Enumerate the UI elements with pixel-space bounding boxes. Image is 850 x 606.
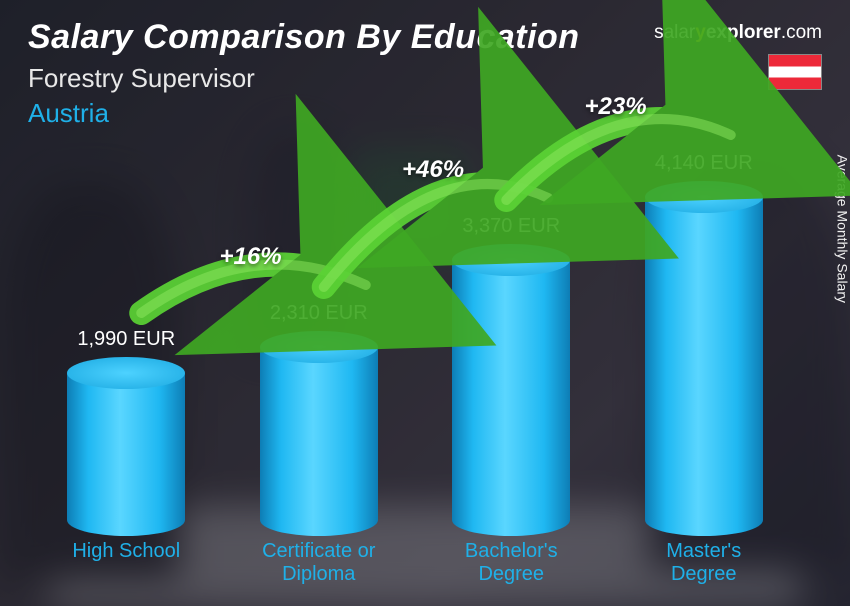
increase-pct: +23% bbox=[585, 93, 647, 121]
y-axis-label: Average Monthly Salary bbox=[834, 155, 850, 303]
chart-subtitle: Forestry Supervisor bbox=[28, 63, 822, 94]
brand-logo: salaryexplorer.com bbox=[654, 22, 822, 44]
increase-pct: +16% bbox=[220, 243, 282, 271]
increase-pct: +46% bbox=[402, 156, 464, 184]
increase-arcs bbox=[50, 148, 780, 588]
flag-austria bbox=[768, 54, 822, 90]
bar-chart: 1,990 EUR 2,310 EUR 3,370 EUR 4,140 EUR … bbox=[50, 148, 780, 588]
